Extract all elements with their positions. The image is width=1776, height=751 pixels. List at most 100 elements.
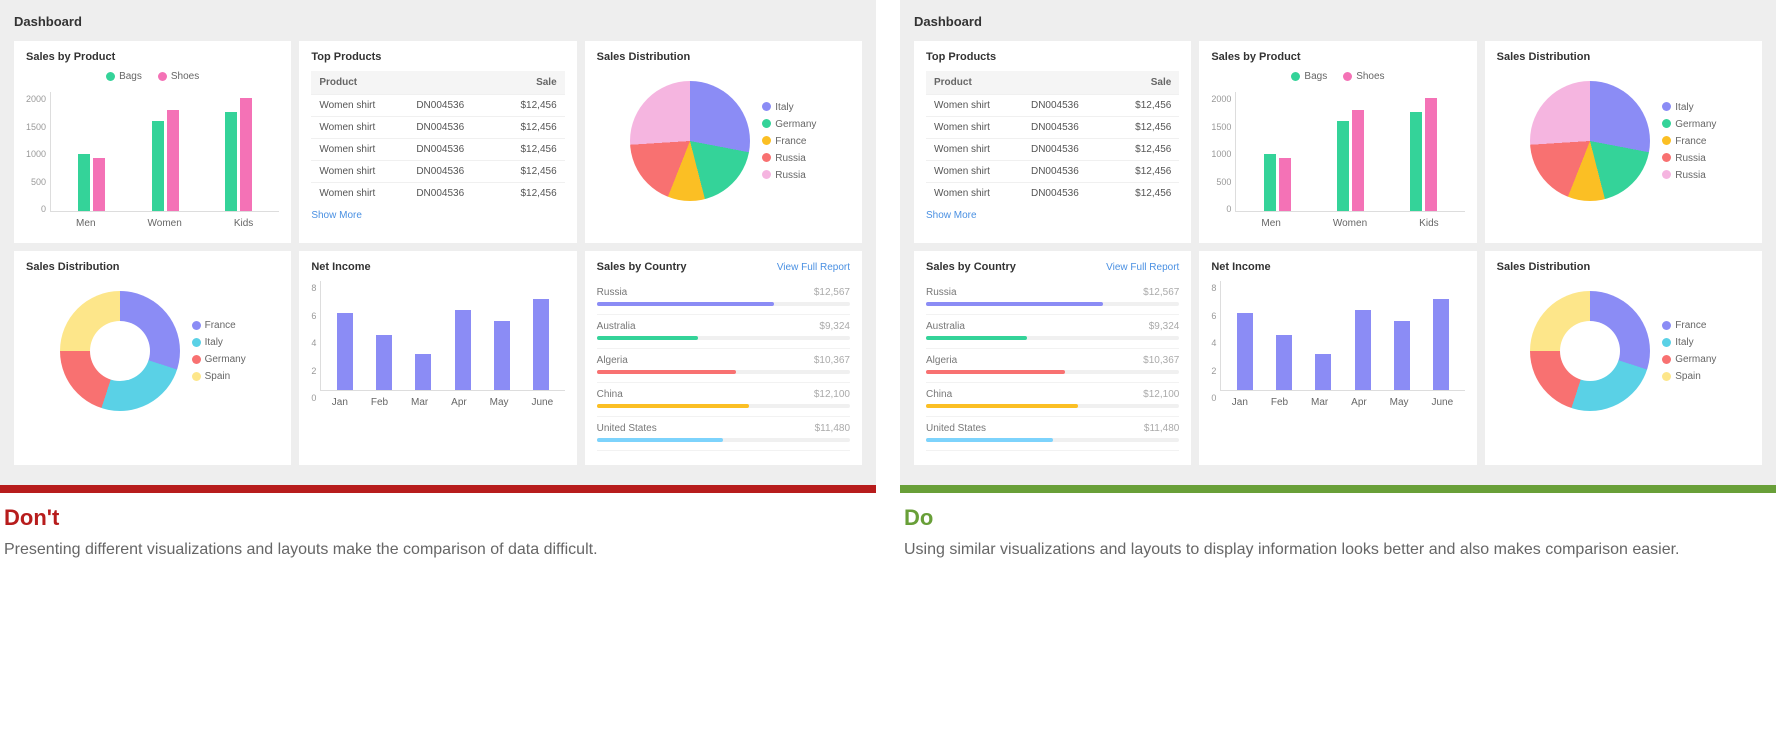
view-full-report-link[interactable]: View Full Report [1106,262,1179,273]
dont-grid: Sales by Product BagsShoes 0500100015002… [14,41,862,465]
card-title: Sales Distribution [26,261,279,273]
table-row: Women shirtDN004536$12,456 [311,161,564,183]
progress-row: Russia$12,567 [597,281,850,315]
progress-row: Algeria$10,367 [926,349,1179,383]
card-title: Net Income [1211,261,1464,273]
grouped-bar-chart [50,92,279,212]
dashboard-title: Dashboard [914,14,1762,29]
progress-row: Australia$9,324 [926,315,1179,349]
legend-item: Shoes [158,71,199,82]
legend-item: France [1662,136,1716,147]
card-title: Net Income [311,261,564,273]
progress-row: Algeria$10,367 [597,349,850,383]
table-row: Women shirtDN004536$12,456 [311,183,564,205]
bar [337,313,353,390]
progress-row: China$12,100 [926,383,1179,417]
do-heading: Do [904,505,1772,531]
bar [167,110,179,211]
progress-row: Australia$9,324 [597,315,850,349]
pie-chart [1530,81,1650,201]
card-sales-by-product: Sales by Product BagsShoes 0500100015002… [1199,41,1476,243]
bar [240,98,252,211]
card-title: Sales Distribution [1497,51,1750,63]
progress-row: Russia$12,567 [926,281,1179,315]
table-row: Women shirtDN004536$12,456 [311,139,564,161]
bar [376,335,392,390]
legend-item: Italy [1662,337,1716,348]
progress-row: China$12,100 [597,383,850,417]
dashboard-title: Dashboard [14,14,862,29]
country-progress-list: Russia$12,567Australia$9,324Algeria$10,3… [597,281,850,451]
top-products-table: ProductSaleWomen shirtDN004536$12,456Wom… [311,71,564,204]
pie-chart [630,81,750,201]
card-net-income: Net Income 02468 JanFebMarAprMayJune [1199,251,1476,465]
card-sales-distribution-donut: Sales Distribution FranceItalyGermanySpa… [14,251,291,465]
legend-item: Shoes [1343,71,1384,82]
legend-item: Italy [762,102,816,113]
bar [1410,112,1422,211]
bar [494,321,510,390]
do-panel: Dashboard Top Products ProductSaleWomen … [900,0,1776,581]
table-row: Women shirtDN004536$12,456 [926,183,1179,205]
do-grid: Top Products ProductSaleWomen shirtDN004… [914,41,1762,465]
card-title: Sales by Country [597,261,687,273]
legend-item: Spain [1662,371,1716,382]
bar-chart [1220,281,1464,391]
do-rule-bar [900,485,1776,493]
card-top-products: Top Products ProductSaleWomen shirtDN004… [299,41,576,243]
legend-item: Germany [192,354,246,365]
bar [1264,154,1276,211]
bar [1315,354,1331,390]
card-title: Top Products [926,51,1179,63]
country-progress-list: Russia$12,567Australia$9,324Algeria$10,3… [926,281,1179,451]
card-net-income: Net Income 02468 JanFebMarAprMayJune [299,251,576,465]
top-products-table: ProductSaleWomen shirtDN004536$12,456Wom… [926,71,1179,204]
bar [1425,98,1437,211]
show-more-link[interactable]: Show More [311,210,564,221]
table-row: Women shirtDN004536$12,456 [926,139,1179,161]
bar-chart [320,281,564,391]
legend-item: Spain [192,371,246,382]
legend-item: Italy [1662,102,1716,113]
show-more-link[interactable]: Show More [926,210,1179,221]
card-sales-distribution-pie: Sales Distribution ItalyGermanyFranceRus… [1485,41,1762,243]
card-sales-distribution-donut: Sales Distribution FranceItalyGermanySpa… [1485,251,1762,465]
progress-row: United States$11,480 [926,417,1179,451]
table-row: Women shirtDN004536$12,456 [311,117,564,139]
legend: Bags Shoes [26,71,279,82]
legend-item: Russia [762,170,816,181]
donut-chart [60,291,180,411]
legend-item: Bags [1291,71,1327,82]
dont-rule-bar [0,485,876,493]
do-description: Using similar visualizations and layouts… [904,539,1772,561]
bar [225,112,237,211]
bar [1433,299,1449,390]
bar [1355,310,1371,390]
card-sales-by-country: Sales by Country View Full Report Russia… [585,251,862,465]
view-full-report-link[interactable]: View Full Report [777,262,850,273]
bar [1337,121,1349,211]
table-row: Women shirtDN004536$12,456 [926,95,1179,117]
table-row: Women shirtDN004536$12,456 [311,95,564,117]
donut-chart [1530,291,1650,411]
card-sales-by-product: Sales by Product BagsShoes 0500100015002… [14,41,291,243]
bar [533,299,549,390]
bar [1394,321,1410,390]
card-sales-distribution-pie: Sales Distribution Italy Germany France Rus… [585,41,862,243]
bar [152,121,164,211]
bar [455,310,471,390]
progress-row: United States$11,480 [597,417,850,451]
dont-description: Presenting different visualizations and … [4,539,872,561]
table-row: Women shirtDN004536$12,456 [926,161,1179,183]
bar [1276,335,1292,390]
card-title: Sales by Product [1211,51,1464,63]
legend-item: France [1662,320,1716,331]
legend-item: Bags [106,71,142,82]
legend-item: France [762,136,816,147]
card-title: Sales Distribution [597,51,850,63]
grouped-bar-chart [1235,92,1464,212]
bar [415,354,431,390]
bar [93,158,105,211]
card-title: Sales Distribution [1497,261,1750,273]
legend-item: Germany [762,119,816,130]
